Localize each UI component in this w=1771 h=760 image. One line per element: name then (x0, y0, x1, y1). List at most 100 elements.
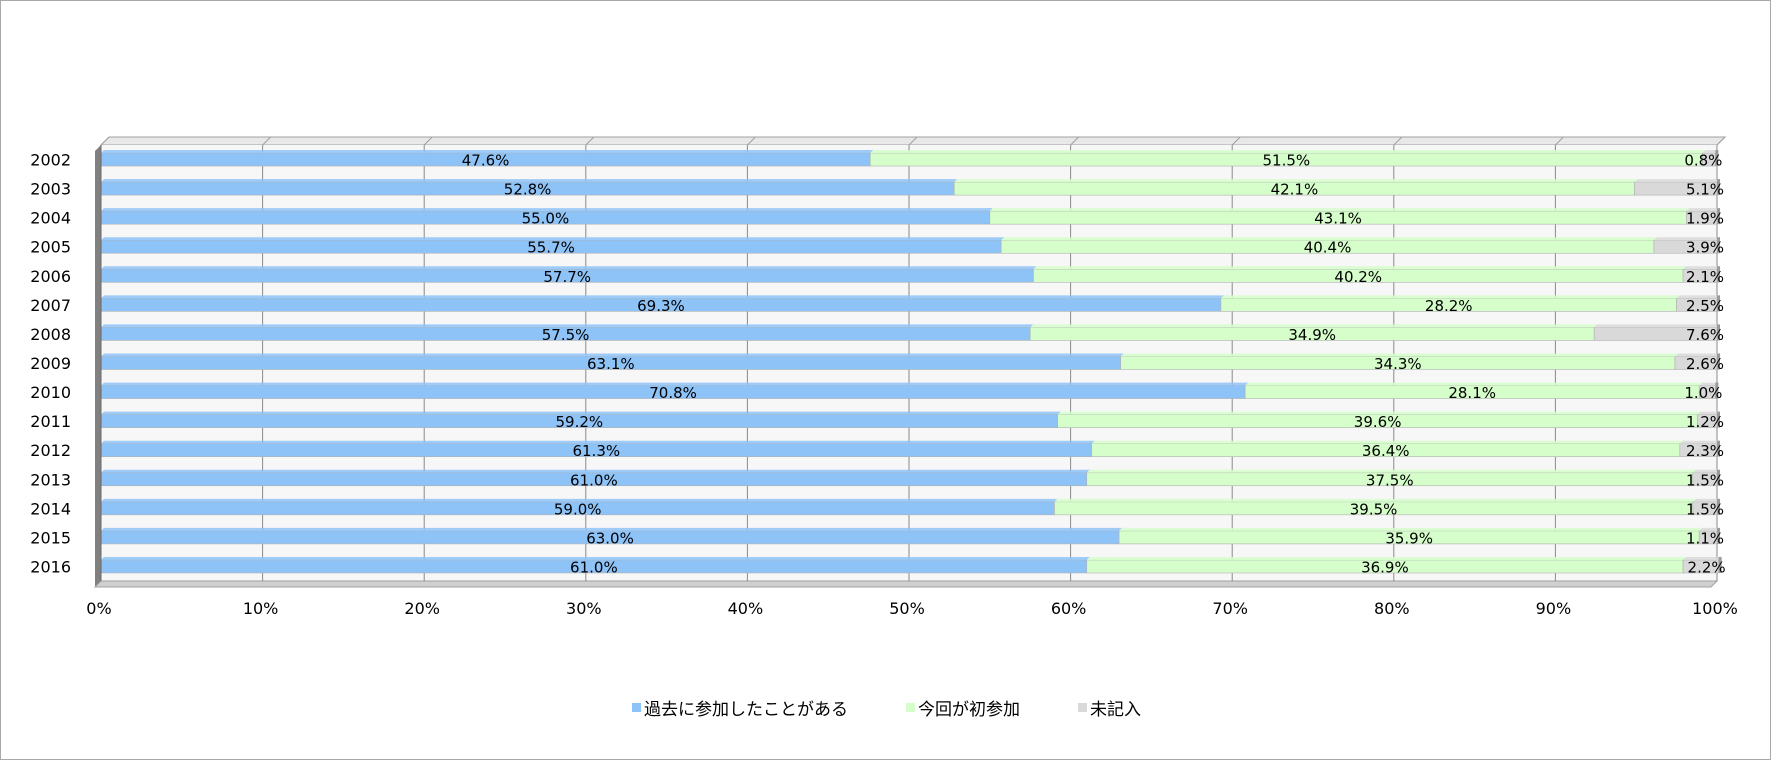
x-tick-label: 70% (1212, 599, 1248, 618)
bar-end-cap (1715, 382, 1719, 399)
data-label: 28.2% (1425, 297, 1473, 315)
data-label: 2.2% (1688, 558, 1726, 576)
data-labels: 47.6% 51.5% 0.8% 52.8% 42.1% 5.1% 55.0% 43.1% 1.… (462, 152, 1726, 577)
data-label: 59.2% (556, 413, 604, 431)
legend-label: 過去に参加したことがある (644, 699, 848, 720)
bar-segment-top (101, 382, 1249, 386)
bar-end-cap (1717, 469, 1720, 486)
category-tick-label: 2004 (30, 209, 71, 228)
bar-end-cap (1717, 295, 1720, 312)
bar-segment-top (101, 179, 958, 183)
data-label: 5.1% (1686, 181, 1724, 199)
data-label: 61.0% (570, 471, 618, 489)
bar-segment-top (1686, 208, 1720, 212)
data-label: 2.3% (1686, 442, 1724, 460)
bars (100, 150, 1722, 574)
bar-segment-top (101, 295, 1224, 299)
data-label: 52.8% (504, 181, 552, 199)
gridline-top (1555, 136, 1564, 146)
legend-item: 今回が初参加 (906, 695, 1020, 720)
bar-segment-top (101, 469, 1090, 473)
category-tick-label: 2012 (30, 441, 71, 460)
data-label: 40.4% (1304, 239, 1352, 257)
legend-swatch (632, 702, 641, 712)
bar-end-cap (1717, 353, 1720, 370)
bar-segment-top (101, 324, 1034, 328)
category-tick-label: 2016 (30, 557, 71, 576)
category-tick-label: 2009 (30, 354, 71, 373)
data-label: 61.3% (572, 442, 620, 460)
bar-end-cap (1717, 498, 1720, 515)
bar-segment-top (101, 527, 1123, 531)
bar-segment-top (101, 208, 993, 212)
bar-segment-top (1086, 469, 1696, 473)
x-tick-label: 100% (1692, 599, 1738, 618)
x-tick-label: 30% (566, 599, 602, 618)
category-tick-label: 2008 (30, 325, 71, 344)
bar-segment-top (1653, 237, 1720, 241)
bar-end-cap (1717, 411, 1720, 428)
data-label: 35.9% (1385, 529, 1433, 547)
bar-segment-top (1220, 295, 1680, 299)
bar-segment-top (101, 266, 1037, 270)
legend-item: 未記入 (1078, 695, 1141, 720)
legend-swatch (906, 702, 915, 712)
gridline-top (747, 136, 756, 146)
category-tick-label: 2010 (30, 383, 71, 402)
data-label: 43.1% (1314, 210, 1362, 228)
category-tick-label: 2003 (30, 180, 71, 199)
gridline-top (908, 136, 918, 146)
data-label: 36.9% (1361, 558, 1409, 576)
bar-end-cap (1717, 208, 1720, 225)
bar-segment-top (1697, 411, 1720, 415)
data-label: 59.0% (554, 500, 602, 518)
data-label: 37.5% (1366, 471, 1414, 489)
gridline-top (1070, 136, 1079, 146)
bar-segment-top (1594, 324, 1720, 328)
category-tick-labels: 2002 2003 2004 2005 2006 2007 2008 2009 2010 2011… (30, 151, 71, 577)
bar-segment-top (1676, 295, 1720, 299)
bar-segment-top (1086, 556, 1687, 560)
data-label: 55.7% (527, 239, 575, 257)
legend-item: 過去に参加したことがある (632, 695, 848, 720)
bar-segment-top (1119, 527, 1703, 531)
bar-segment-top (1120, 353, 1678, 357)
data-label: 39.6% (1354, 413, 1402, 431)
data-label: 2.5% (1686, 297, 1724, 315)
gridline-top (262, 136, 271, 146)
bar-segment-top (1683, 556, 1722, 560)
x-tick-label: 0% (86, 599, 111, 618)
bar-end-cap (1717, 266, 1720, 283)
bar-segment-top (989, 208, 1690, 212)
x-tick-labels: 0% 10% 20% 30% 40% 50% 60% 70% 80% 90% 100% (86, 599, 1738, 618)
bar-segment-top (1674, 353, 1720, 357)
legend-label: 未記入 (1090, 699, 1141, 720)
bar-end-cap (1717, 324, 1720, 341)
data-label: 70.8% (649, 384, 697, 402)
category-tick-label: 2011 (30, 412, 71, 431)
plot-left-wall (95, 145, 101, 587)
bar-segment-top (101, 498, 1058, 502)
gridline-top (1231, 136, 1241, 146)
legend-label: 今回が初参加 (918, 699, 1020, 720)
bar-segment-top (1699, 382, 1719, 386)
bar-segment-top (1692, 498, 1720, 502)
data-label: 2.1% (1686, 268, 1724, 286)
data-label: 51.5% (1263, 152, 1311, 170)
data-label: 57.5% (542, 326, 590, 344)
category-tick-label: 2014 (30, 499, 71, 518)
data-label: 39.5% (1350, 500, 1398, 518)
data-label: 28.1% (1448, 384, 1496, 402)
bar-segment-top (1679, 440, 1720, 444)
gridline-top (100, 136, 110, 146)
plot-floor (93, 580, 1719, 588)
data-label: 2.6% (1686, 355, 1724, 373)
data-label: 7.6% (1686, 326, 1724, 344)
bar-segment-top (1033, 266, 1687, 270)
x-tick-label: 20% (404, 599, 440, 618)
bar-end-cap (1717, 440, 1720, 457)
data-label: 1.2% (1686, 413, 1724, 431)
data-label: 57.7% (543, 268, 591, 286)
bar-segment-top (870, 150, 1706, 154)
